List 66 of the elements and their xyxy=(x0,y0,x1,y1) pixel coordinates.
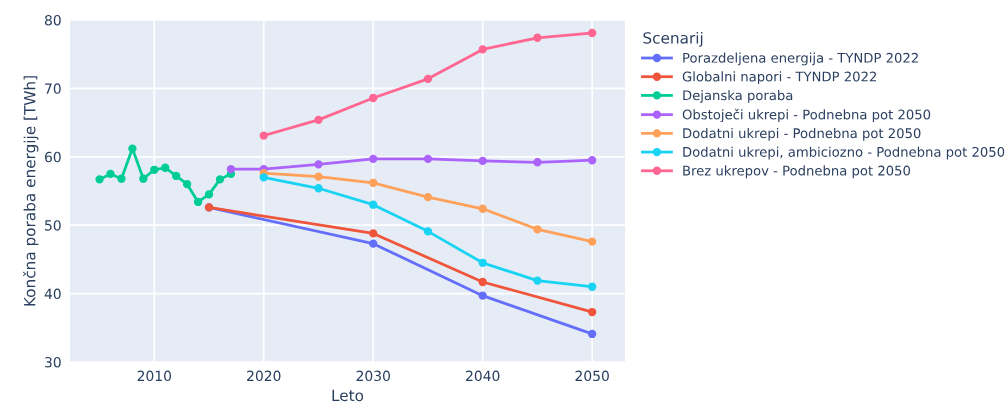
point xyxy=(533,276,542,285)
point xyxy=(369,200,378,209)
point xyxy=(587,282,597,291)
point xyxy=(259,173,268,182)
legend-label: Dodatni ukrepi, ambiciozno - Podnebna pot 2050 xyxy=(683,146,1005,160)
point xyxy=(314,115,323,125)
y-tick-label: 40 xyxy=(44,288,61,300)
y-tick-label: 30 xyxy=(45,356,61,368)
point xyxy=(533,225,542,234)
point xyxy=(587,307,597,317)
point xyxy=(587,28,597,38)
legend-label: Porazdeljena energija - TYNDP 2022 xyxy=(683,52,918,66)
y-tick-label: 60 xyxy=(44,151,61,163)
x-tick-label: 2050 xyxy=(575,370,609,382)
x-axis-title: Leto xyxy=(332,389,364,402)
point xyxy=(193,197,203,207)
point xyxy=(259,131,268,140)
point xyxy=(161,163,170,172)
x-tick-label: 2030 xyxy=(356,370,390,382)
point xyxy=(172,171,181,181)
legend-label: Dodatni ukrepi - Podnebna pot 2050 xyxy=(683,127,921,141)
point xyxy=(139,174,148,183)
point xyxy=(533,158,542,167)
point xyxy=(478,204,487,213)
point xyxy=(369,229,378,238)
y-tick-label: 70 xyxy=(45,83,61,94)
x-tick-label: 2010 xyxy=(137,370,172,382)
point xyxy=(369,93,378,103)
point xyxy=(314,172,323,181)
point xyxy=(423,154,433,164)
point xyxy=(478,291,487,300)
point xyxy=(587,156,597,165)
point xyxy=(128,144,137,153)
point xyxy=(533,33,542,42)
point xyxy=(423,192,433,202)
point xyxy=(106,169,115,179)
legend-label: Globalni napori - TYNDP 2022 xyxy=(682,71,877,85)
point xyxy=(369,239,378,248)
point xyxy=(587,237,597,246)
point xyxy=(215,175,225,184)
point xyxy=(314,184,323,193)
legend-label: Obstoječi ukrepi - Podnebna pot 2050 xyxy=(682,108,931,123)
legend-label: Brez ukrepov - Podnebna pot 2050 xyxy=(683,165,911,179)
y-tick-label: 50 xyxy=(45,220,61,231)
y-axis-title: Končna poraba energije [TWh] xyxy=(23,76,39,306)
point xyxy=(117,174,126,183)
point xyxy=(369,154,378,164)
legend-label: Dejanska poraba xyxy=(683,90,793,103)
point xyxy=(423,74,433,83)
point xyxy=(587,329,597,339)
point xyxy=(478,277,487,287)
point xyxy=(314,160,323,169)
x-tick-label: 2040 xyxy=(466,370,500,382)
x-tick-label: 2020 xyxy=(247,370,281,382)
point xyxy=(150,165,159,174)
point xyxy=(182,179,192,189)
point xyxy=(369,178,378,187)
point xyxy=(226,164,236,174)
point xyxy=(478,45,487,54)
point xyxy=(204,190,214,199)
point xyxy=(478,156,487,166)
point xyxy=(95,175,104,184)
y-tick-label: 80 xyxy=(44,14,61,26)
point xyxy=(423,227,433,236)
point xyxy=(478,258,487,267)
legend-title: Scenarij xyxy=(643,31,703,47)
